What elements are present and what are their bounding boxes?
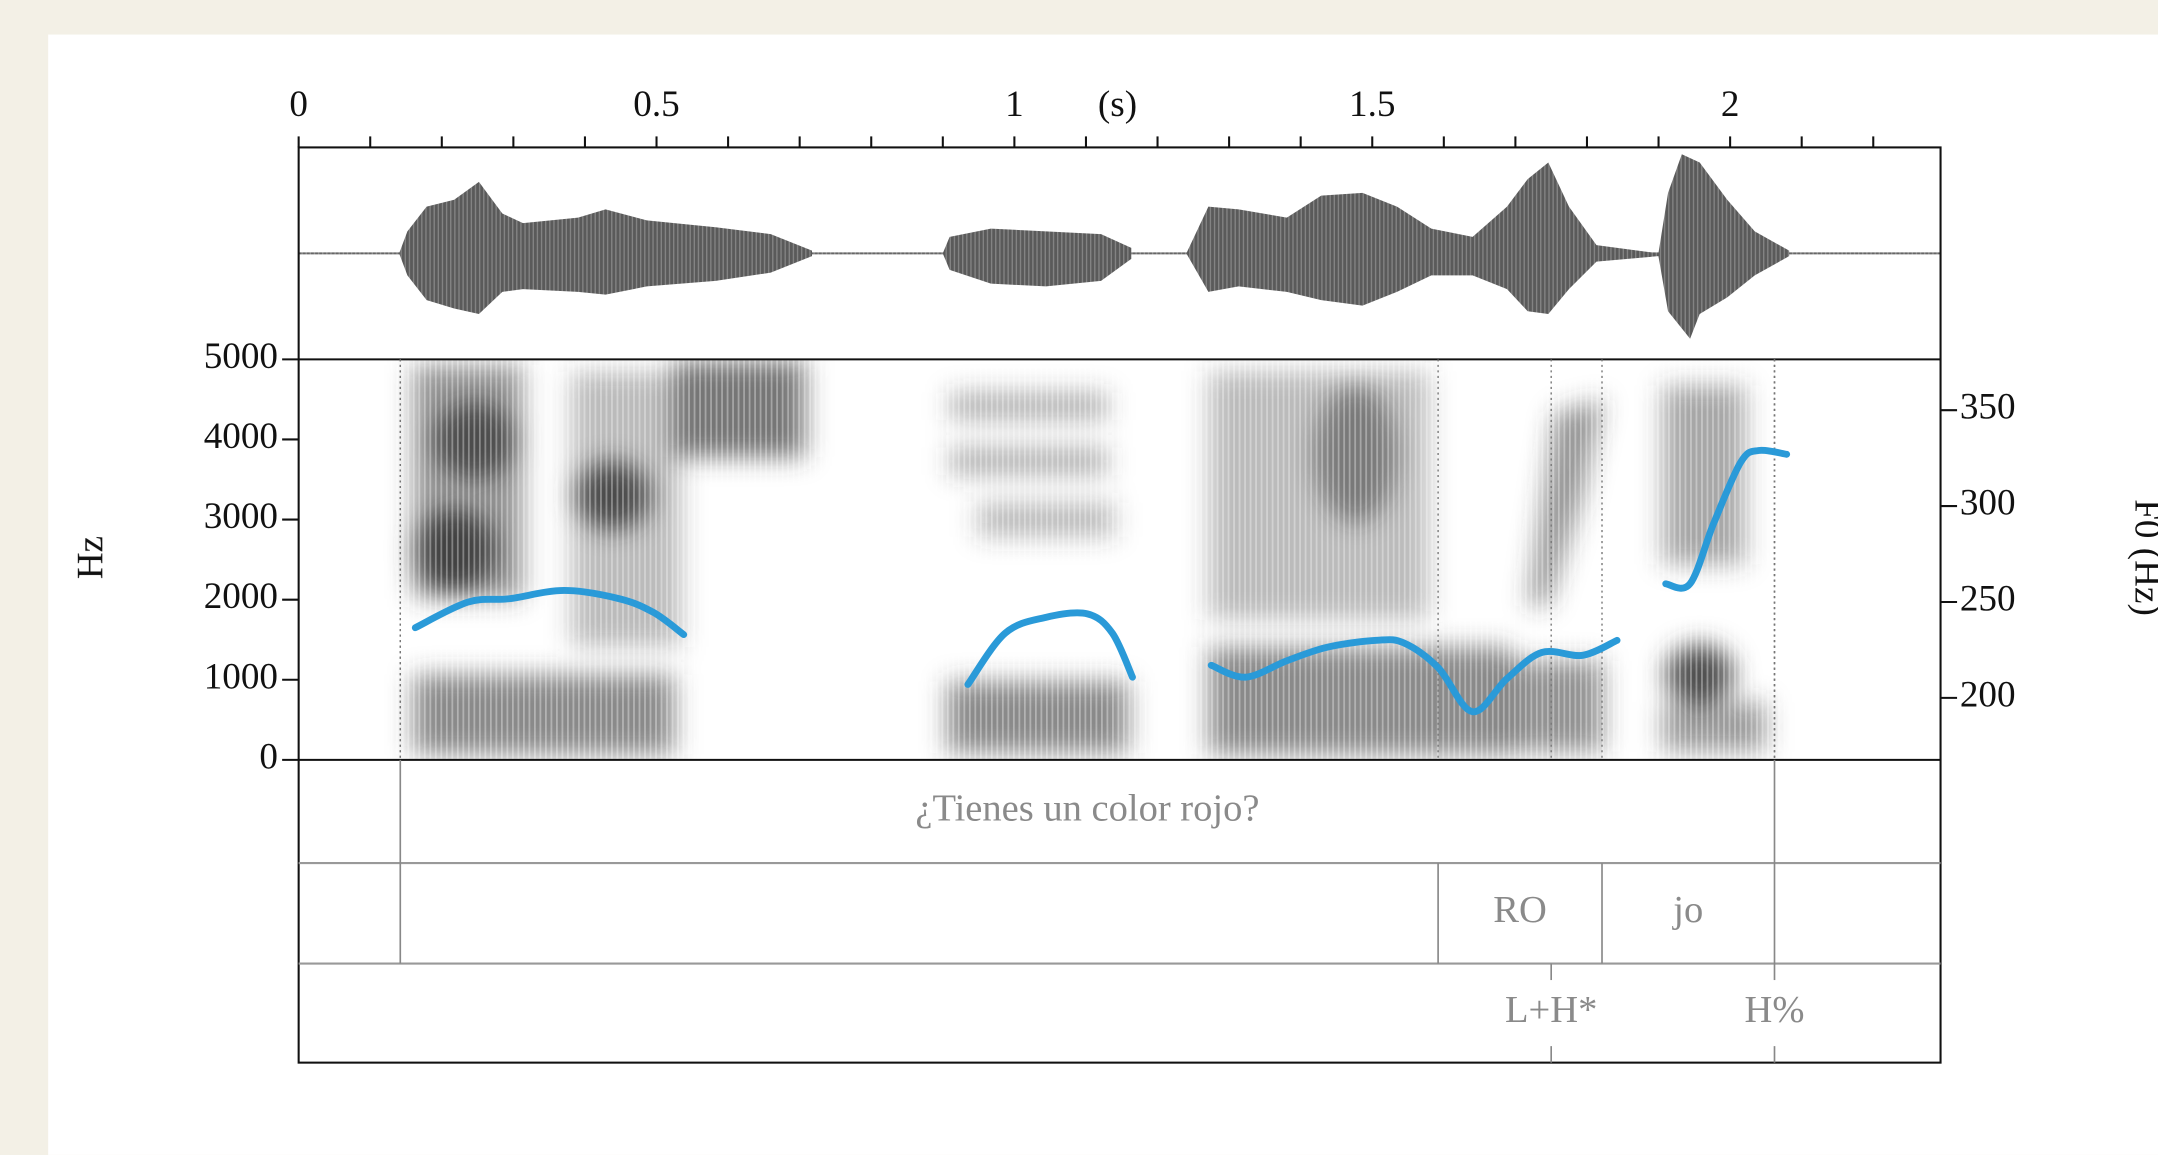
x-tick-label: 1	[1005, 84, 1024, 125]
y2-axis-label: F0 (Hz)	[2127, 499, 2158, 616]
tier-label: ¿Tienes un color rojo?	[915, 787, 1259, 829]
y-axis-label: Hz	[70, 536, 111, 579]
tier-label: RO	[1493, 889, 1547, 931]
x-axis-label: (s)	[1098, 84, 1137, 125]
y-tick-label: 1000	[204, 656, 278, 697]
y2-tick-label: 300	[1960, 483, 2016, 524]
tier-label: jo	[1671, 889, 1703, 931]
figure: (s) Hz F0 (Hz) 0 0.5 1 1.5 2 0 1000 2000 3000 400…	[0, 0, 2158, 1155]
y-tick-label: 5000	[204, 336, 278, 377]
y-tick-label: 0	[259, 736, 278, 777]
x-tick-label: 0.5	[633, 84, 679, 125]
x-tick-label: 0	[289, 84, 308, 125]
tier-label: L+H*	[1505, 989, 1597, 1031]
y2-tick-label: 200	[1960, 674, 2016, 715]
x-tick-label: 2	[1721, 84, 1740, 125]
waveform-texture	[299, 147, 1941, 359]
waveform	[299, 147, 1941, 359]
tier-label: H%	[1745, 989, 1805, 1031]
y-tick-label: 2000	[204, 576, 278, 617]
spectrogram	[299, 359, 1941, 759]
y-tick-label: 3000	[204, 496, 278, 537]
x-tick-label: 1.5	[1349, 84, 1395, 125]
spectrogram-texture	[299, 359, 1941, 759]
y2-tick-label: 250	[1960, 579, 2016, 620]
y2-tick-label: 350	[1960, 387, 2016, 428]
y-tick-label: 4000	[204, 416, 278, 457]
